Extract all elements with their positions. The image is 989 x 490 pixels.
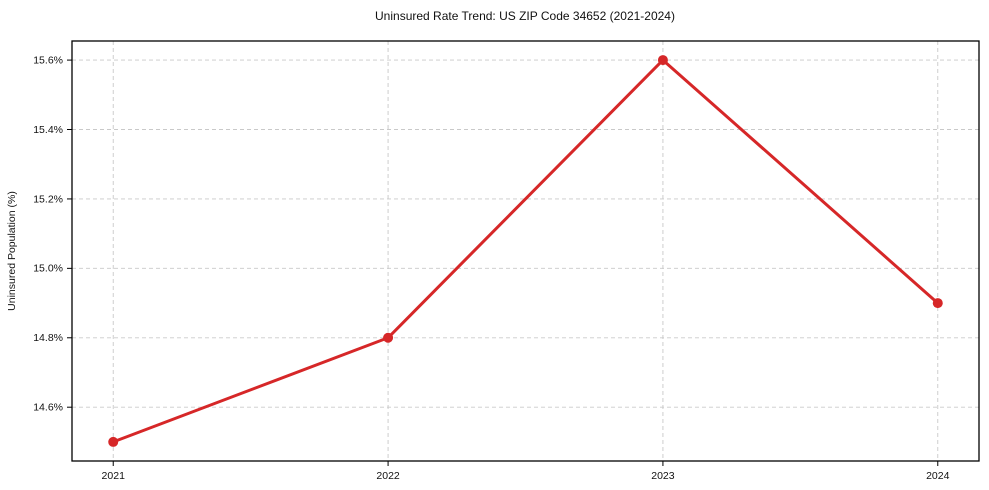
y-tick-label: 15.0% — [33, 263, 63, 275]
x-tick-label: 2024 — [926, 470, 950, 482]
axes: 14.6% 14.8% 15.0% 15.2% 15.4% 15.6% 2021 2022 20… — [33, 40, 980, 482]
y-tick-label: 15.4% — [33, 124, 63, 136]
y-tick-label: 14.6% — [33, 402, 63, 414]
y-tick-label: 14.8% — [33, 332, 63, 344]
data-point-marker — [657, 55, 668, 66]
data-point-marker — [932, 298, 943, 309]
y-tick-label: 15.2% — [33, 193, 63, 205]
y-axis-label: Uninsured Population (%) — [6, 191, 18, 311]
data-point-marker — [383, 332, 394, 343]
chart-title: Uninsured Rate Trend: US ZIP Code 34652 … — [375, 9, 675, 23]
x-tick-label: 2021 — [102, 470, 126, 482]
gridlines — [72, 41, 979, 461]
y-tick-label: 15.6% — [33, 54, 63, 66]
x-tick-label: 2022 — [376, 470, 400, 482]
data-point-marker — [108, 436, 119, 447]
trend-line — [111, 58, 940, 444]
data-series — [108, 55, 943, 447]
plot-border — [71, 40, 980, 462]
x-tick-label: 2023 — [651, 470, 675, 482]
